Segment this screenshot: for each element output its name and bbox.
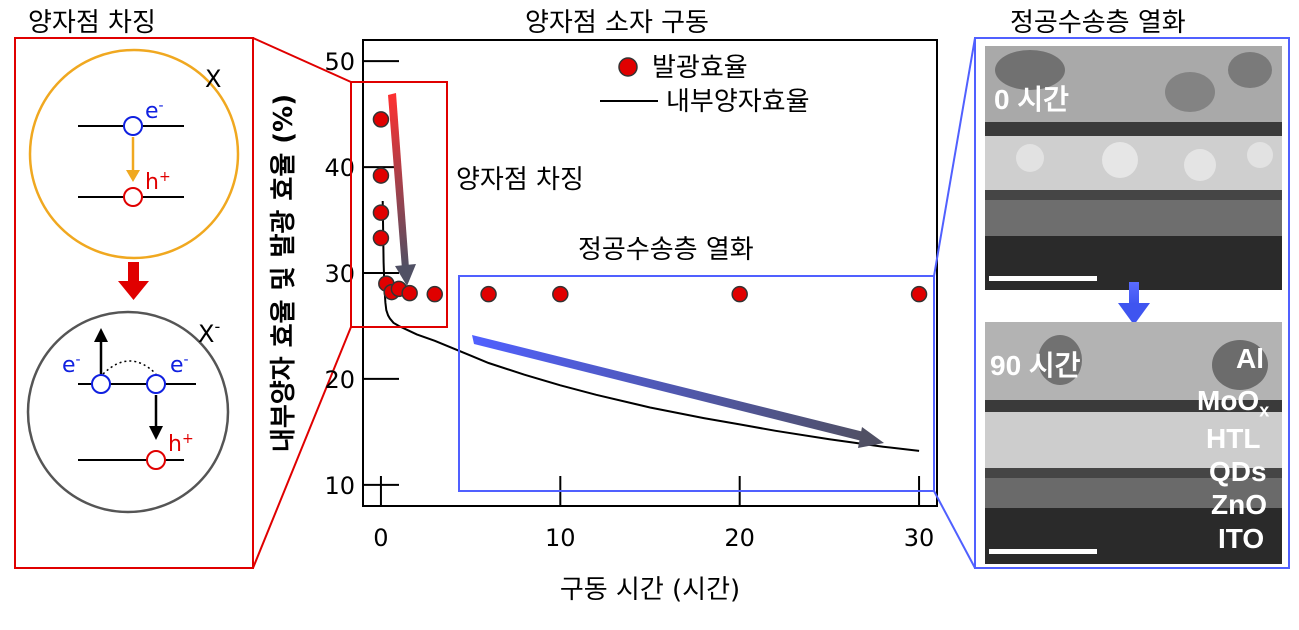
chart-title: 양자점 소자 구동 [525, 8, 709, 38]
chart: 10 20 30 40 50 0 10 20 30 구동 시간 (시간) 내부양자 효율 및 … [269, 39, 938, 605]
x-tick-label: 0 [373, 524, 388, 552]
electron-marker-2 [146, 374, 166, 394]
hole-label: h+ [145, 169, 171, 195]
tem-top-time-label: 0 시간 [994, 84, 1069, 115]
series-line-내부양자효율 [381, 200, 920, 452]
legend-marker-발광효율 [618, 57, 638, 77]
tem-image-0h [985, 46, 1282, 290]
degradation-highlight-box [458, 275, 935, 492]
electron-marker-1 [91, 374, 111, 394]
exciton-circle [28, 48, 240, 260]
electron-label-1: e- [62, 352, 81, 378]
tem-zoom-line-top [933, 37, 976, 277]
charging-diagram: X e- h+ X- e- e- h+ [14, 37, 254, 569]
y-axis-label: 내부양자 효율 및 발광 효율 (%) [269, 94, 299, 452]
electron-label: e- [145, 98, 164, 124]
degradation-trend-arrow-shaft [472, 335, 868, 442]
scale-bar-top [989, 276, 1097, 281]
tem-arrow-shaft [1129, 282, 1139, 304]
exciton-label: X [205, 65, 221, 93]
data-point [910, 285, 928, 303]
x-axis: 0 10 20 30 [373, 476, 934, 552]
layer-label-moox: MoOx [1197, 385, 1270, 421]
data-point [372, 167, 390, 184]
y-tick-label: 20 [324, 366, 355, 394]
tem-bottom-time-label: 90 시간 [990, 350, 1081, 381]
zoom-line-top [252, 37, 352, 83]
tem-zoom-line-bottom [933, 490, 976, 569]
hole-marker [123, 187, 143, 207]
tem-panel [974, 37, 1290, 569]
trion-hole-marker [146, 450, 166, 470]
tem-panel-frame [974, 37, 1290, 569]
auger-interaction-arc [102, 360, 157, 375]
legend-label-발광효율: 발광효율 [652, 53, 748, 83]
electron-marker [123, 116, 143, 136]
transition-arrow-head [118, 281, 149, 300]
charging-highlight-box [350, 81, 448, 328]
layer-label-zno: ZnO [1211, 489, 1267, 520]
y-tick-label: 10 [324, 472, 355, 500]
tem-image-90h [985, 322, 1282, 564]
data-point [731, 285, 748, 303]
layer-label-al: Al [1236, 343, 1264, 374]
electron-label-2: e- [170, 352, 189, 378]
data-point [372, 229, 390, 247]
annotation-charging: 양자점 차징 [456, 165, 584, 195]
charging-panel-frame [14, 37, 254, 569]
y-tick-label: 50 [324, 48, 355, 76]
right-panel-title: 정공수송층 열화 [1010, 8, 1186, 38]
left-panel-title: 양자점 차징 [28, 8, 156, 38]
charging-trend-arrow-shaft [388, 93, 409, 269]
layer-label-qds: QDs [1209, 456, 1267, 487]
transition-arrow-shaft [128, 262, 139, 282]
y-tick-label: 40 [324, 154, 355, 182]
auger-excitation-arrow-head [94, 328, 108, 342]
data-point [401, 284, 418, 302]
x-tick-label: 20 [724, 524, 755, 552]
trion-hole-label: h+ [168, 431, 194, 457]
legend-label-내부양자효율: 내부양자효율 [666, 87, 810, 117]
layer-label-ito: ITO [1218, 523, 1265, 554]
trion-label: X- [198, 317, 220, 348]
data-point [480, 285, 497, 303]
scale-bar-bottom [989, 549, 1097, 554]
series-markers-발광효율 [372, 111, 928, 303]
data-point [372, 204, 390, 221]
data-point [552, 285, 569, 303]
x-tick-label: 30 [904, 524, 935, 552]
recombination-arrow-head [126, 170, 140, 182]
trion-recombination-arrow-head [149, 426, 163, 440]
layer-label-htl: HTL [1206, 423, 1261, 454]
degradation-trend-arrow-head [858, 427, 884, 448]
annotation-degradation: 정공수송층 열화 [578, 235, 754, 265]
x-tick-label: 10 [545, 524, 576, 552]
y-tick-label: 30 [324, 260, 355, 288]
data-point [426, 285, 443, 303]
tem-arrow-head [1118, 303, 1150, 325]
legend: 발광효율 내부양자효율 [600, 53, 810, 117]
charging-trend-arrow-head [395, 264, 416, 286]
zoom-line-bottom [252, 326, 352, 569]
x-axis-label: 구동 시간 (시간) [560, 575, 740, 605]
data-point [372, 111, 390, 128]
trion-circle [26, 310, 230, 514]
